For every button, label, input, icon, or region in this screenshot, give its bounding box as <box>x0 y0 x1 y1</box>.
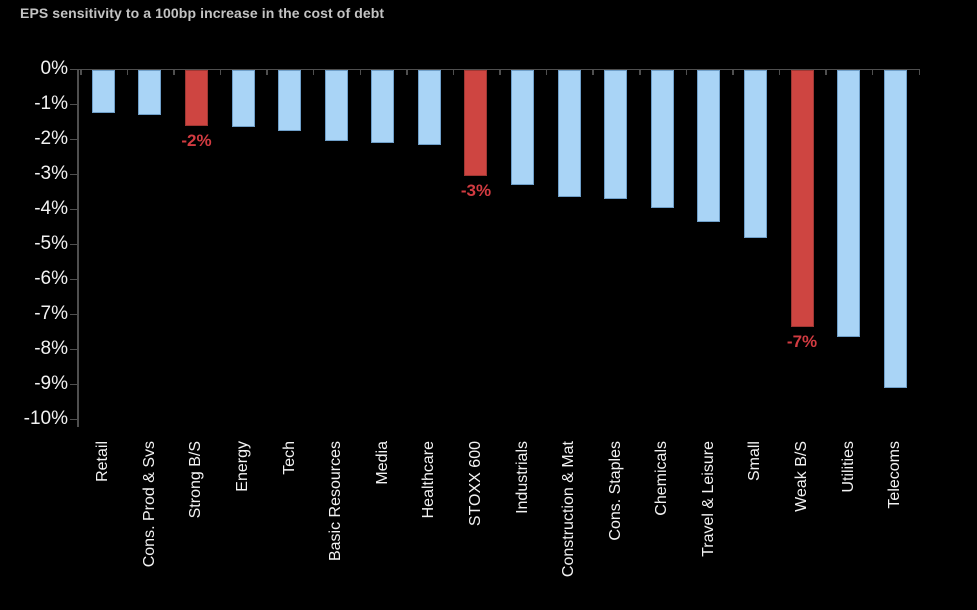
x-tick-label: Small <box>746 441 764 482</box>
y-axis-tick <box>70 208 77 210</box>
x-axis-line <box>77 68 919 70</box>
x-axis-tick <box>545 68 548 75</box>
bar <box>417 69 441 145</box>
y-axis-tick <box>70 103 77 105</box>
bar <box>743 69 767 238</box>
y-axis-tick <box>70 243 77 245</box>
x-tick-label: Energy <box>234 441 252 492</box>
bar-highlight <box>184 69 208 126</box>
x-axis-tick <box>732 68 734 75</box>
y-axis-tick <box>70 348 77 350</box>
y-tick-label: -9% <box>34 372 68 394</box>
x-tick-label: Utilities <box>839 441 857 493</box>
y-axis-tick <box>70 418 77 420</box>
x-tick-label: Retail <box>94 441 112 482</box>
x-axis-tick <box>126 68 129 75</box>
x-axis-tick <box>312 68 315 75</box>
y-tick-label: -3% <box>34 162 68 184</box>
y-axis-tick <box>70 68 77 70</box>
bar <box>231 69 255 128</box>
x-axis-tick <box>918 68 920 75</box>
y-axis-tick <box>70 173 77 175</box>
x-tick-label: Healthcare <box>420 441 438 519</box>
y-tick-label: -2% <box>34 127 68 149</box>
bar <box>650 69 674 208</box>
y-tick-label: -6% <box>34 267 68 289</box>
y-tick-label: -7% <box>34 302 68 324</box>
x-axis-tick <box>406 68 408 75</box>
x-axis-tick <box>639 68 641 75</box>
x-axis-tick <box>778 68 781 75</box>
bar <box>604 69 628 199</box>
bar <box>324 69 348 142</box>
x-tick-label: Basic Resources <box>327 441 345 562</box>
x-tick-label: Strong B/S <box>187 441 205 519</box>
x-axis-tick <box>499 68 501 75</box>
x-tick-label: STOXX 600 <box>466 441 484 527</box>
y-tick-label: -1% <box>34 92 68 114</box>
x-tick-label: Chemicals <box>653 441 671 516</box>
x-tick-label: Telecoms <box>886 441 904 509</box>
y-tick-label: -8% <box>34 337 68 359</box>
x-axis-tick <box>592 68 594 75</box>
data-label: -3% <box>460 181 492 201</box>
bar <box>91 69 115 114</box>
y-tick-label: 0% <box>40 57 68 79</box>
data-label: -2% <box>181 130 212 150</box>
x-axis-tick <box>685 68 688 75</box>
y-axis-line <box>77 68 79 427</box>
x-axis-tick <box>825 68 827 75</box>
x-tick-label: Travel & Leisure <box>699 441 717 557</box>
x-axis-tick <box>452 68 455 75</box>
x-tick-label: Tech <box>280 441 298 475</box>
bar <box>697 69 721 222</box>
y-axis-tick <box>70 138 77 140</box>
bar <box>138 69 162 115</box>
bar <box>278 69 302 131</box>
x-tick-label: Cons. Staples <box>606 441 624 541</box>
x-axis-tick <box>871 68 874 75</box>
x-tick-label: Construction & Mat <box>560 441 578 578</box>
bar <box>883 69 907 388</box>
y-axis-tick <box>70 278 77 280</box>
y-tick-label: -5% <box>34 232 68 254</box>
x-axis-tick <box>359 68 361 75</box>
x-axis-tick <box>266 68 268 75</box>
bar <box>371 69 395 143</box>
x-axis-tick <box>80 68 82 75</box>
x-tick-label: Cons. Prod & Svs <box>140 441 158 568</box>
bar <box>557 69 581 198</box>
bar-highlight <box>464 69 488 177</box>
y-tick-label: -10% <box>23 407 68 429</box>
bar <box>511 69 535 185</box>
x-tick-label: Media <box>373 441 391 485</box>
x-tick-label: Weak B/S <box>793 441 811 512</box>
y-tick-label: -4% <box>34 197 68 219</box>
x-axis-tick <box>173 68 175 75</box>
x-axis-tick <box>219 68 222 75</box>
bar-highlight <box>790 69 814 327</box>
y-axis-tick <box>70 383 77 385</box>
x-tick-label: Industrials <box>513 441 531 514</box>
bar <box>837 69 861 338</box>
y-axis-tick <box>70 313 77 315</box>
chart-title: EPS sensitivity to a 100bp increase in t… <box>20 5 385 21</box>
data-label: -7% <box>786 331 818 351</box>
